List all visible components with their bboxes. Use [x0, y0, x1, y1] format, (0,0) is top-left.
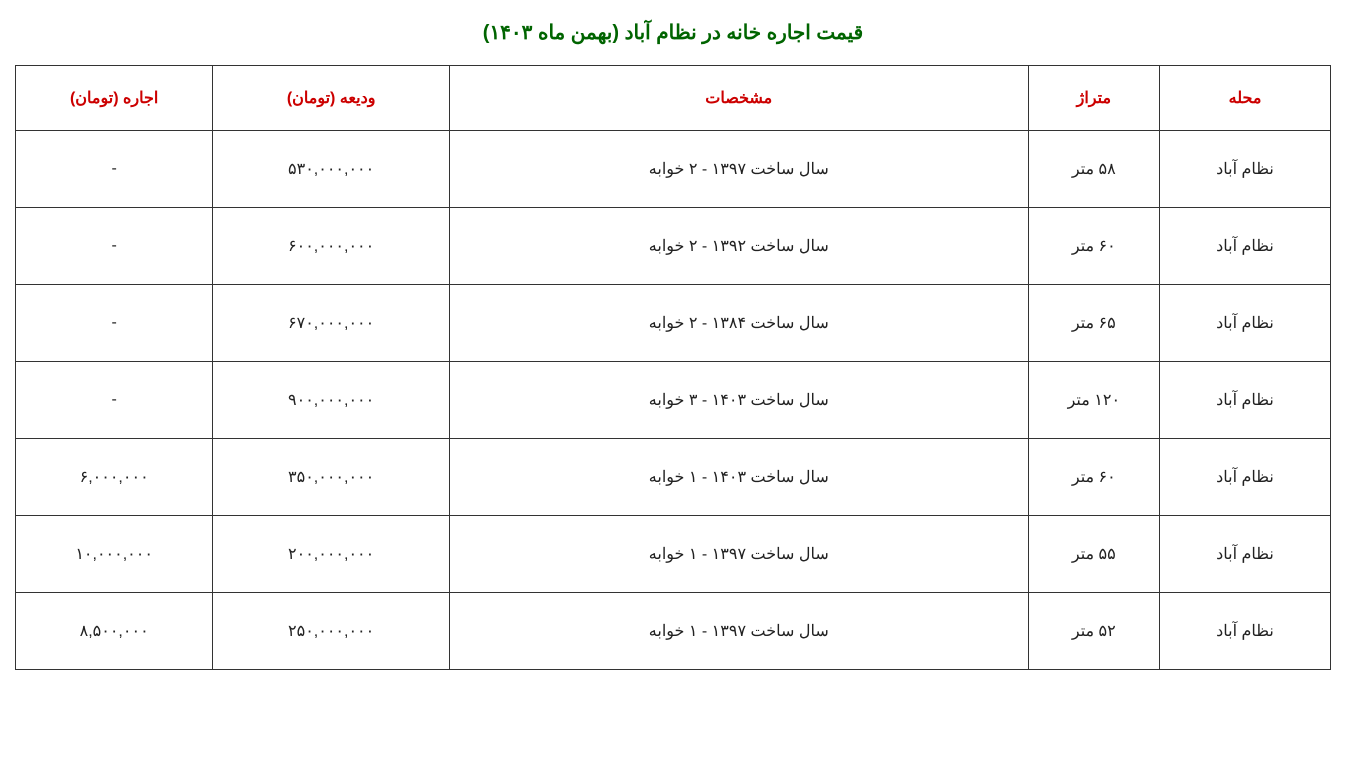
page-title: قیمت اجاره خانه در نظام آباد (بهمن ماه ۱… — [15, 20, 1331, 45]
cell-neighborhood: نظام آباد — [1160, 516, 1331, 593]
cell-specs: سال ساخت ۱۴۰۳ - ۱ خوابه — [449, 439, 1028, 516]
table-row: نظام آباد ۵۸ متر سال ساخت ۱۳۹۷ - ۲ خوابه… — [16, 131, 1331, 208]
cell-deposit: ۶۷۰,۰۰۰,۰۰۰ — [213, 285, 450, 362]
cell-neighborhood: نظام آباد — [1160, 439, 1331, 516]
cell-specs: سال ساخت ۱۳۹۷ - ۲ خوابه — [449, 131, 1028, 208]
cell-rent: - — [16, 362, 213, 439]
cell-neighborhood: نظام آباد — [1160, 131, 1331, 208]
table-row: نظام آباد ۶۵ متر سال ساخت ۱۳۸۴ - ۲ خوابه… — [16, 285, 1331, 362]
col-header-neighborhood: محله — [1160, 66, 1331, 131]
cell-specs: سال ساخت ۱۳۸۴ - ۲ خوابه — [449, 285, 1028, 362]
col-header-specs: مشخصات — [449, 66, 1028, 131]
col-header-deposit: ودیعه (تومان) — [213, 66, 450, 131]
cell-specs: سال ساخت ۱۳۹۲ - ۲ خوابه — [449, 208, 1028, 285]
cell-deposit: ۶۰۰,۰۰۰,۰۰۰ — [213, 208, 450, 285]
cell-deposit: ۳۵۰,۰۰۰,۰۰۰ — [213, 439, 450, 516]
cell-area: ۵۵ متر — [1028, 516, 1160, 593]
table-row: نظام آباد ۵۲ متر سال ساخت ۱۳۹۷ - ۱ خوابه… — [16, 593, 1331, 670]
cell-specs: سال ساخت ۱۳۹۷ - ۱ خوابه — [449, 516, 1028, 593]
cell-deposit: ۹۰۰,۰۰۰,۰۰۰ — [213, 362, 450, 439]
cell-area: ۵۲ متر — [1028, 593, 1160, 670]
cell-specs: سال ساخت ۱۳۹۷ - ۱ خوابه — [449, 593, 1028, 670]
cell-area: ۶۵ متر — [1028, 285, 1160, 362]
cell-neighborhood: نظام آباد — [1160, 362, 1331, 439]
cell-rent: ۸,۵۰۰,۰۰۰ — [16, 593, 213, 670]
cell-deposit: ۲۰۰,۰۰۰,۰۰۰ — [213, 516, 450, 593]
cell-area: ۶۰ متر — [1028, 439, 1160, 516]
table-row: نظام آباد ۱۲۰ متر سال ساخت ۱۴۰۳ - ۳ خواب… — [16, 362, 1331, 439]
cell-deposit: ۲۵۰,۰۰۰,۰۰۰ — [213, 593, 450, 670]
table-row: نظام آباد ۵۵ متر سال ساخت ۱۳۹۷ - ۱ خوابه… — [16, 516, 1331, 593]
table-header-row: محله متراژ مشخصات ودیعه (تومان) اجاره (ت… — [16, 66, 1331, 131]
col-header-area: متراژ — [1028, 66, 1160, 131]
cell-rent: - — [16, 131, 213, 208]
cell-deposit: ۵۳۰,۰۰۰,۰۰۰ — [213, 131, 450, 208]
table-row: نظام آباد ۶۰ متر سال ساخت ۱۴۰۳ - ۱ خوابه… — [16, 439, 1331, 516]
cell-neighborhood: نظام آباد — [1160, 208, 1331, 285]
cell-rent: - — [16, 285, 213, 362]
col-header-rent: اجاره (تومان) — [16, 66, 213, 131]
rent-price-table: محله متراژ مشخصات ودیعه (تومان) اجاره (ت… — [15, 65, 1331, 670]
cell-specs: سال ساخت ۱۴۰۳ - ۳ خوابه — [449, 362, 1028, 439]
table-row: نظام آباد ۶۰ متر سال ساخت ۱۳۹۲ - ۲ خوابه… — [16, 208, 1331, 285]
cell-rent: ۱۰,۰۰۰,۰۰۰ — [16, 516, 213, 593]
cell-neighborhood: نظام آباد — [1160, 593, 1331, 670]
cell-neighborhood: نظام آباد — [1160, 285, 1331, 362]
cell-rent: ۶,۰۰۰,۰۰۰ — [16, 439, 213, 516]
cell-area: ۶۰ متر — [1028, 208, 1160, 285]
cell-rent: - — [16, 208, 213, 285]
cell-area: ۵۸ متر — [1028, 131, 1160, 208]
cell-area: ۱۲۰ متر — [1028, 362, 1160, 439]
